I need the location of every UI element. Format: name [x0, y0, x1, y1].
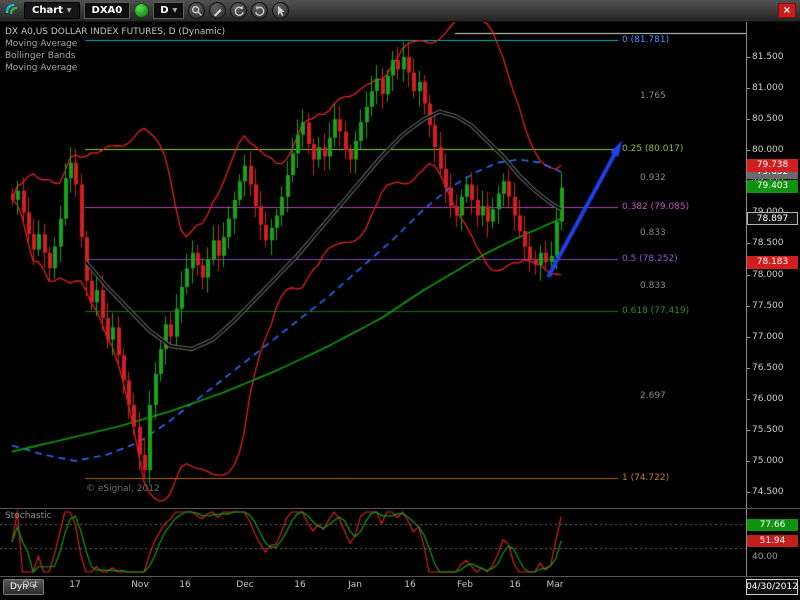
price-axis-tick: 80.500	[752, 114, 784, 125]
fib-level-label: 0.382 (79.085)	[622, 202, 690, 213]
fib-span-label: 0.833	[640, 228, 666, 239]
chevron-down-icon: ▼	[172, 6, 178, 14]
time-axis-label: Oct	[22, 580, 38, 590]
stochastic-label: Stochastic	[5, 511, 52, 521]
price-axis-tick: 78.500	[752, 238, 784, 249]
watermark: © eSignal, 2012	[86, 484, 160, 494]
price-axis-tick-mark	[746, 460, 750, 462]
price-axis-tick: 77.500	[752, 300, 784, 311]
fib-level-label: 0 (81.781)	[622, 34, 670, 45]
price-axis-tick-mark	[746, 150, 750, 152]
main-chart-canvas[interactable]	[0, 22, 746, 508]
price-axis-border	[746, 22, 747, 576]
fib-span-label: 1.765	[640, 90, 666, 101]
time-axis-label: Nov	[131, 580, 149, 590]
price-axis-tick-mark	[746, 305, 750, 307]
fib-level-label: 1 (74.722)	[622, 473, 670, 484]
dyn-button[interactable]: Dyn ▼	[3, 579, 44, 595]
fib-level-label: 0.618 (77.419)	[622, 305, 690, 316]
fib-span-label: 2.697	[640, 390, 666, 401]
price-axis-tick-mark	[746, 243, 750, 245]
pointer-tool-icon[interactable]	[272, 2, 290, 19]
price-axis-tick: 74.500	[752, 487, 784, 497]
price-axis-tick-mark	[746, 492, 750, 493]
time-axis-label: 16	[404, 580, 416, 590]
time-axis-label: Jan	[348, 580, 362, 590]
price-axis-tick-mark	[746, 367, 750, 369]
dyn-label: Dyn	[10, 582, 28, 592]
legend-item-ma: Moving Average	[5, 63, 78, 73]
interval-value: D	[160, 5, 169, 16]
time-axis-label: 16	[294, 580, 306, 590]
time-axis-label: 17	[69, 580, 81, 590]
toolbar: Chart ▼ DXA0 D ▼	[0, 0, 800, 22]
price-marker: 78.183	[747, 256, 798, 270]
chart-menu-button[interactable]: Chart ▼	[24, 2, 80, 19]
price-axis-tick: 76.000	[752, 393, 784, 404]
time-axis-label: Feb	[457, 580, 473, 590]
time-axis: Dyn ▼ 04/30/2012	[0, 576, 800, 598]
price-axis-tick: 75.000	[752, 455, 784, 466]
price-axis-tick: 77.000	[752, 331, 784, 342]
time-axis-label: 16	[179, 580, 191, 590]
price-axis-tick: 80.000	[752, 145, 784, 156]
chart-menu-label: Chart	[32, 5, 63, 16]
panel-divider	[0, 508, 800, 509]
stochastic-k-value: 51.94	[747, 534, 798, 547]
zoom-tool-icon[interactable]	[188, 2, 206, 19]
price-axis-tick-mark	[746, 398, 750, 400]
price-axis-tick: 81.000	[752, 83, 784, 94]
time-axis-label: Mar	[546, 580, 564, 590]
fib-level-label: 0.5 (78.252)	[622, 253, 678, 264]
chevron-down-icon: ▼	[66, 6, 72, 14]
esignal-logo-icon	[4, 1, 20, 21]
price-marker: 78.897	[747, 211, 798, 225]
price-axis-tick: 81.500	[752, 52, 784, 62]
chevron-down-icon: ▼	[31, 583, 37, 590]
draw-tool-icon[interactable]	[209, 2, 227, 19]
price-marker: 79.403	[747, 180, 798, 194]
price-axis-tick: 75.500	[752, 424, 784, 435]
time-axis-label: 16	[509, 580, 521, 590]
time-axis-label: Dec	[236, 580, 254, 590]
price-axis-tick-mark	[746, 336, 750, 338]
window-close-button[interactable]: ×	[778, 3, 796, 18]
price-axis-tick-mark	[746, 274, 750, 276]
axis-end-date: 04/30/2012	[746, 579, 798, 595]
price-axis-tick: 76.500	[752, 362, 784, 373]
price-marker: 79.738	[747, 159, 798, 173]
symbol-input[interactable]: DXA0	[83, 2, 131, 19]
chart-legend: DX A0,US DOLLAR INDEX FUTURES, D (Dynami…	[5, 26, 225, 74]
price-axis-tick-mark	[746, 429, 750, 431]
price-axis-tick-mark	[746, 119, 750, 121]
interval-select[interactable]: D ▼	[153, 2, 185, 19]
fib-level-label: 0.25 (80.017)	[622, 144, 684, 155]
legend-item-bollinger: Bollinger Bands	[5, 51, 76, 61]
legend-item-ma: Moving Average	[5, 39, 78, 49]
redo-icon[interactable]	[251, 2, 269, 19]
stochastic-canvas[interactable]	[0, 509, 746, 575]
price-axis-tick-mark	[746, 57, 750, 58]
chart-title: DX A0,US DOLLAR INDEX FUTURES, D (Dynami…	[5, 27, 226, 37]
stochastic-d-value: 77.66	[747, 519, 798, 532]
fib-span-label: 0.932	[640, 173, 666, 184]
quote-lookup-icon[interactable]	[134, 3, 150, 18]
undo-icon[interactable]	[230, 2, 248, 19]
price-axis-tick-mark	[746, 88, 750, 90]
price-axis-tick: 78.000	[752, 269, 784, 280]
fib-span-label: 0.833	[640, 280, 666, 291]
stochastic-level-label: 40.00	[752, 552, 778, 562]
